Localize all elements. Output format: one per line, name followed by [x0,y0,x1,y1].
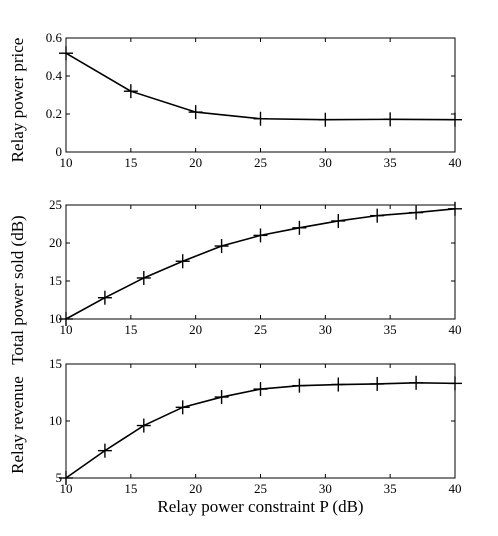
data-point-marker [448,201,462,216]
series-line [65,382,456,479]
chart-panel-1: 10 15 20 25 30 35 40 0 0.2 0.4 0.6 Relay power pric… [8,30,462,170]
data-point-marker [253,111,268,126]
y-tick-label: 25 [49,197,62,212]
x-tick-label: 10 [60,481,73,496]
data-point-marker [214,239,229,254]
x-tick-label: 30 [319,322,332,337]
data-point-marker [409,375,424,390]
data-point-marker [188,105,203,120]
series-line [65,208,456,320]
y-tick-label: 15 [49,273,62,288]
x-tick-label: 25 [254,481,267,496]
data-point-marker [59,471,73,485]
x-tick-label: 35 [384,322,397,337]
data-point-marker [370,208,385,223]
data-point-marker [383,112,398,127]
data-point-marker [59,46,73,61]
data-point-marker [448,112,462,127]
y-tick-label: 0.6 [46,30,63,45]
x-tick-label: 40 [449,155,462,170]
data-point-marker [331,377,346,392]
plot-frame [65,363,456,479]
x-tick-label: 15 [124,481,137,496]
y-tick-label: 10 [49,413,62,428]
y-tick-label: 15 [49,356,62,371]
x-tick-label: 20 [189,155,202,170]
y-tick-label: 5 [56,470,63,485]
data-point-marker [448,376,462,391]
y-tick-label: 0.2 [46,106,62,121]
data-point-marker [292,378,307,393]
x-tick-label: 20 [189,481,202,496]
x-tick-label: 10 [60,322,73,337]
x-tick-label: 35 [384,155,397,170]
data-point-marker [136,270,151,285]
y-axis-label: Relay revenue [8,376,27,474]
data-point-marker [136,418,151,433]
chart-panel-2: 10 15 20 25 30 35 40 10 15 20 25 Total power sold (… [8,197,462,365]
data-point-marker [370,376,385,391]
x-tick-label: 30 [319,481,332,496]
data-point-marker [97,290,112,305]
x-tick-label: 30 [319,155,332,170]
x-tick-label: 15 [124,155,137,170]
data-point-marker [318,112,333,127]
x-tick-label: 40 [449,322,462,337]
y-axis-label: Total power sold (dB) [8,215,27,364]
data-point-marker [97,443,112,458]
x-tick-label: 15 [124,322,137,337]
x-tick-label: 25 [254,322,267,337]
x-tick-label: 35 [384,481,397,496]
y-axis-label: Relay power price [8,38,27,163]
data-point-marker [409,205,424,220]
data-point-marker [175,254,190,269]
data-point-marker [253,228,268,243]
plot-frame [65,37,456,153]
x-tick-label: 40 [449,481,462,496]
x-tick-label: 25 [254,155,267,170]
data-point-marker [59,312,73,326]
y-tick-label: 0.4 [46,68,63,83]
x-tick-label: 20 [189,322,202,337]
plot-frame [65,204,456,320]
data-point-marker [253,382,268,397]
y-tick-label: 0 [56,144,63,159]
y-tick-label: 20 [49,235,62,250]
data-point-marker [214,390,229,405]
series-line [65,52,456,121]
data-point-marker [292,220,307,235]
y-tick-label: 10 [49,311,62,326]
data-point-marker [331,213,346,228]
data-point-marker [175,400,190,415]
data-point-marker [123,84,138,99]
x-tick-label: 10 [60,155,73,170]
x-axis-label: Relay power constraint P (dB) [157,497,363,516]
